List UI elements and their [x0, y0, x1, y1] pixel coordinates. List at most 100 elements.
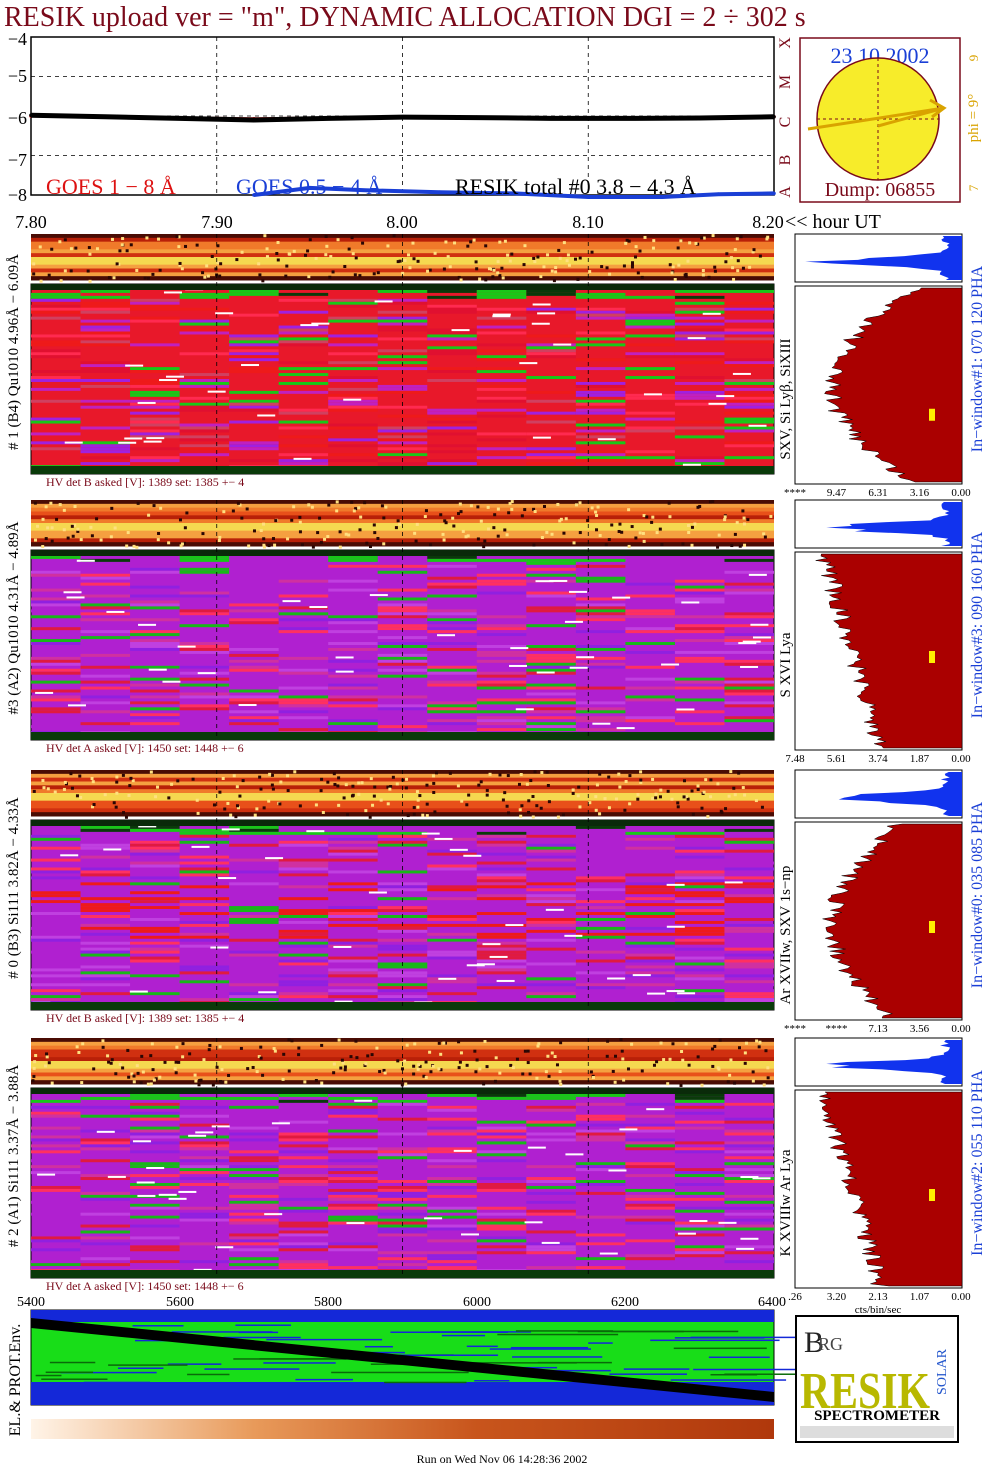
spectrum-cell [526, 962, 576, 966]
env-trend-band [31, 1318, 774, 1402]
env-line [364, 1345, 393, 1348]
spectrum-cell [278, 831, 329, 835]
strip-pixel [620, 530, 624, 534]
strip-pixel [298, 515, 302, 519]
strip-pixel [493, 1079, 497, 1083]
strip-pixel [466, 244, 470, 248]
spectrum-cell [130, 695, 180, 699]
spectrum-cell [575, 701, 626, 705]
hist-xtick: 9.47 [827, 487, 847, 499]
spectrum-highlight [106, 610, 125, 613]
spectrum-cell [80, 915, 131, 918]
strip-pixel [676, 246, 680, 250]
spectrum-cell [328, 686, 378, 690]
spectrum-cell [278, 361, 329, 365]
spectrum-cell [625, 695, 675, 699]
spectrum-cell [674, 1168, 725, 1172]
strip-pixel [167, 541, 171, 545]
strip-pixel [526, 1049, 530, 1053]
strip-pixel [426, 269, 430, 273]
strip-pixel [44, 1064, 48, 1068]
spectrum-cell [427, 665, 477, 669]
spectrum-cell [80, 1147, 131, 1151]
spectrum-cell [674, 677, 725, 681]
spectrum-cell [625, 630, 675, 634]
spectrum-cell [724, 1212, 774, 1216]
series-point [252, 193, 256, 197]
strip-pixel [671, 1042, 675, 1046]
strip-pixel [198, 1079, 202, 1083]
env-line [690, 1336, 815, 1339]
spectrum-cell [179, 903, 230, 907]
strip-pixel [318, 516, 322, 520]
strip-pixel [358, 528, 362, 532]
spectrum-cell [179, 647, 230, 651]
strip-pixel [372, 272, 376, 276]
spectrum-highlight [132, 1140, 151, 1143]
strip-pixel [88, 252, 92, 256]
spectrum-cell [130, 1126, 180, 1130]
spectrum-cell [476, 959, 527, 963]
spectrum-cell [575, 1093, 626, 1097]
spectrum-cell [575, 674, 626, 678]
spectrum-cell [526, 343, 576, 347]
spectrum-cell [427, 576, 477, 580]
spectrum-cell [229, 716, 279, 720]
strip-pixel [711, 500, 715, 504]
strip-pixel [574, 257, 578, 261]
spectrum-cell [229, 1212, 279, 1216]
spectrum-cell [278, 618, 329, 622]
strip-pixel [600, 265, 604, 269]
strip-pixel [559, 517, 563, 521]
spectrum-cell [278, 1135, 329, 1139]
spectrum-cell [179, 980, 230, 984]
strip-pixel [275, 252, 279, 256]
spectrum-cell [625, 426, 675, 430]
strip-pixel [700, 236, 704, 240]
spectrum-highlight [282, 600, 301, 603]
strip-pixel [259, 1056, 263, 1060]
spectrum-cell [377, 615, 428, 619]
env-line [623, 1368, 690, 1370]
spectrum-cell [575, 992, 626, 996]
strip-pixel [562, 531, 566, 535]
strip-pixel [396, 519, 400, 523]
strip-pixel [456, 784, 460, 788]
spectrum-cell [80, 950, 131, 954]
env-line [187, 1373, 230, 1376]
strip-pixel [709, 795, 713, 799]
spectrum-highlight [740, 1237, 759, 1240]
strip-pixel [59, 279, 63, 283]
spectrum-highlight [616, 727, 635, 730]
spectrum-cell [130, 645, 180, 648]
spectrum-cell [476, 674, 527, 678]
hist-marker [929, 1189, 935, 1201]
spectrum-cell [278, 950, 329, 954]
spectrum-cell [328, 423, 378, 427]
strip-pixel [287, 252, 291, 256]
spectrum-cell [476, 716, 527, 720]
strip-pixel [375, 1046, 379, 1050]
spectrum-cell [80, 307, 131, 311]
spectrum-cell [476, 680, 527, 684]
spectrum-cell [724, 837, 774, 841]
spectrum-cell [476, 1135, 527, 1139]
spectrum-cell [724, 689, 774, 693]
spectrum-cell [526, 292, 576, 296]
spectrum-cell [724, 606, 774, 610]
spectrum-cell [575, 459, 626, 463]
strip-pixel [565, 259, 569, 263]
strip-row [31, 534, 774, 539]
strip-pixel [287, 1038, 291, 1042]
spectrum-cell [130, 923, 180, 927]
spectrum-cell [130, 1111, 180, 1115]
strip-pixel [545, 530, 549, 534]
spectrum-cell [625, 686, 675, 690]
strip-pixel [45, 1052, 49, 1056]
strip-pixel [735, 521, 739, 525]
spectrum-cell [179, 402, 230, 406]
spectrum-cell [476, 968, 527, 972]
spectrum-highlight [460, 1233, 479, 1236]
spectrum-cell [31, 858, 81, 862]
spectrum-cell [80, 444, 131, 448]
